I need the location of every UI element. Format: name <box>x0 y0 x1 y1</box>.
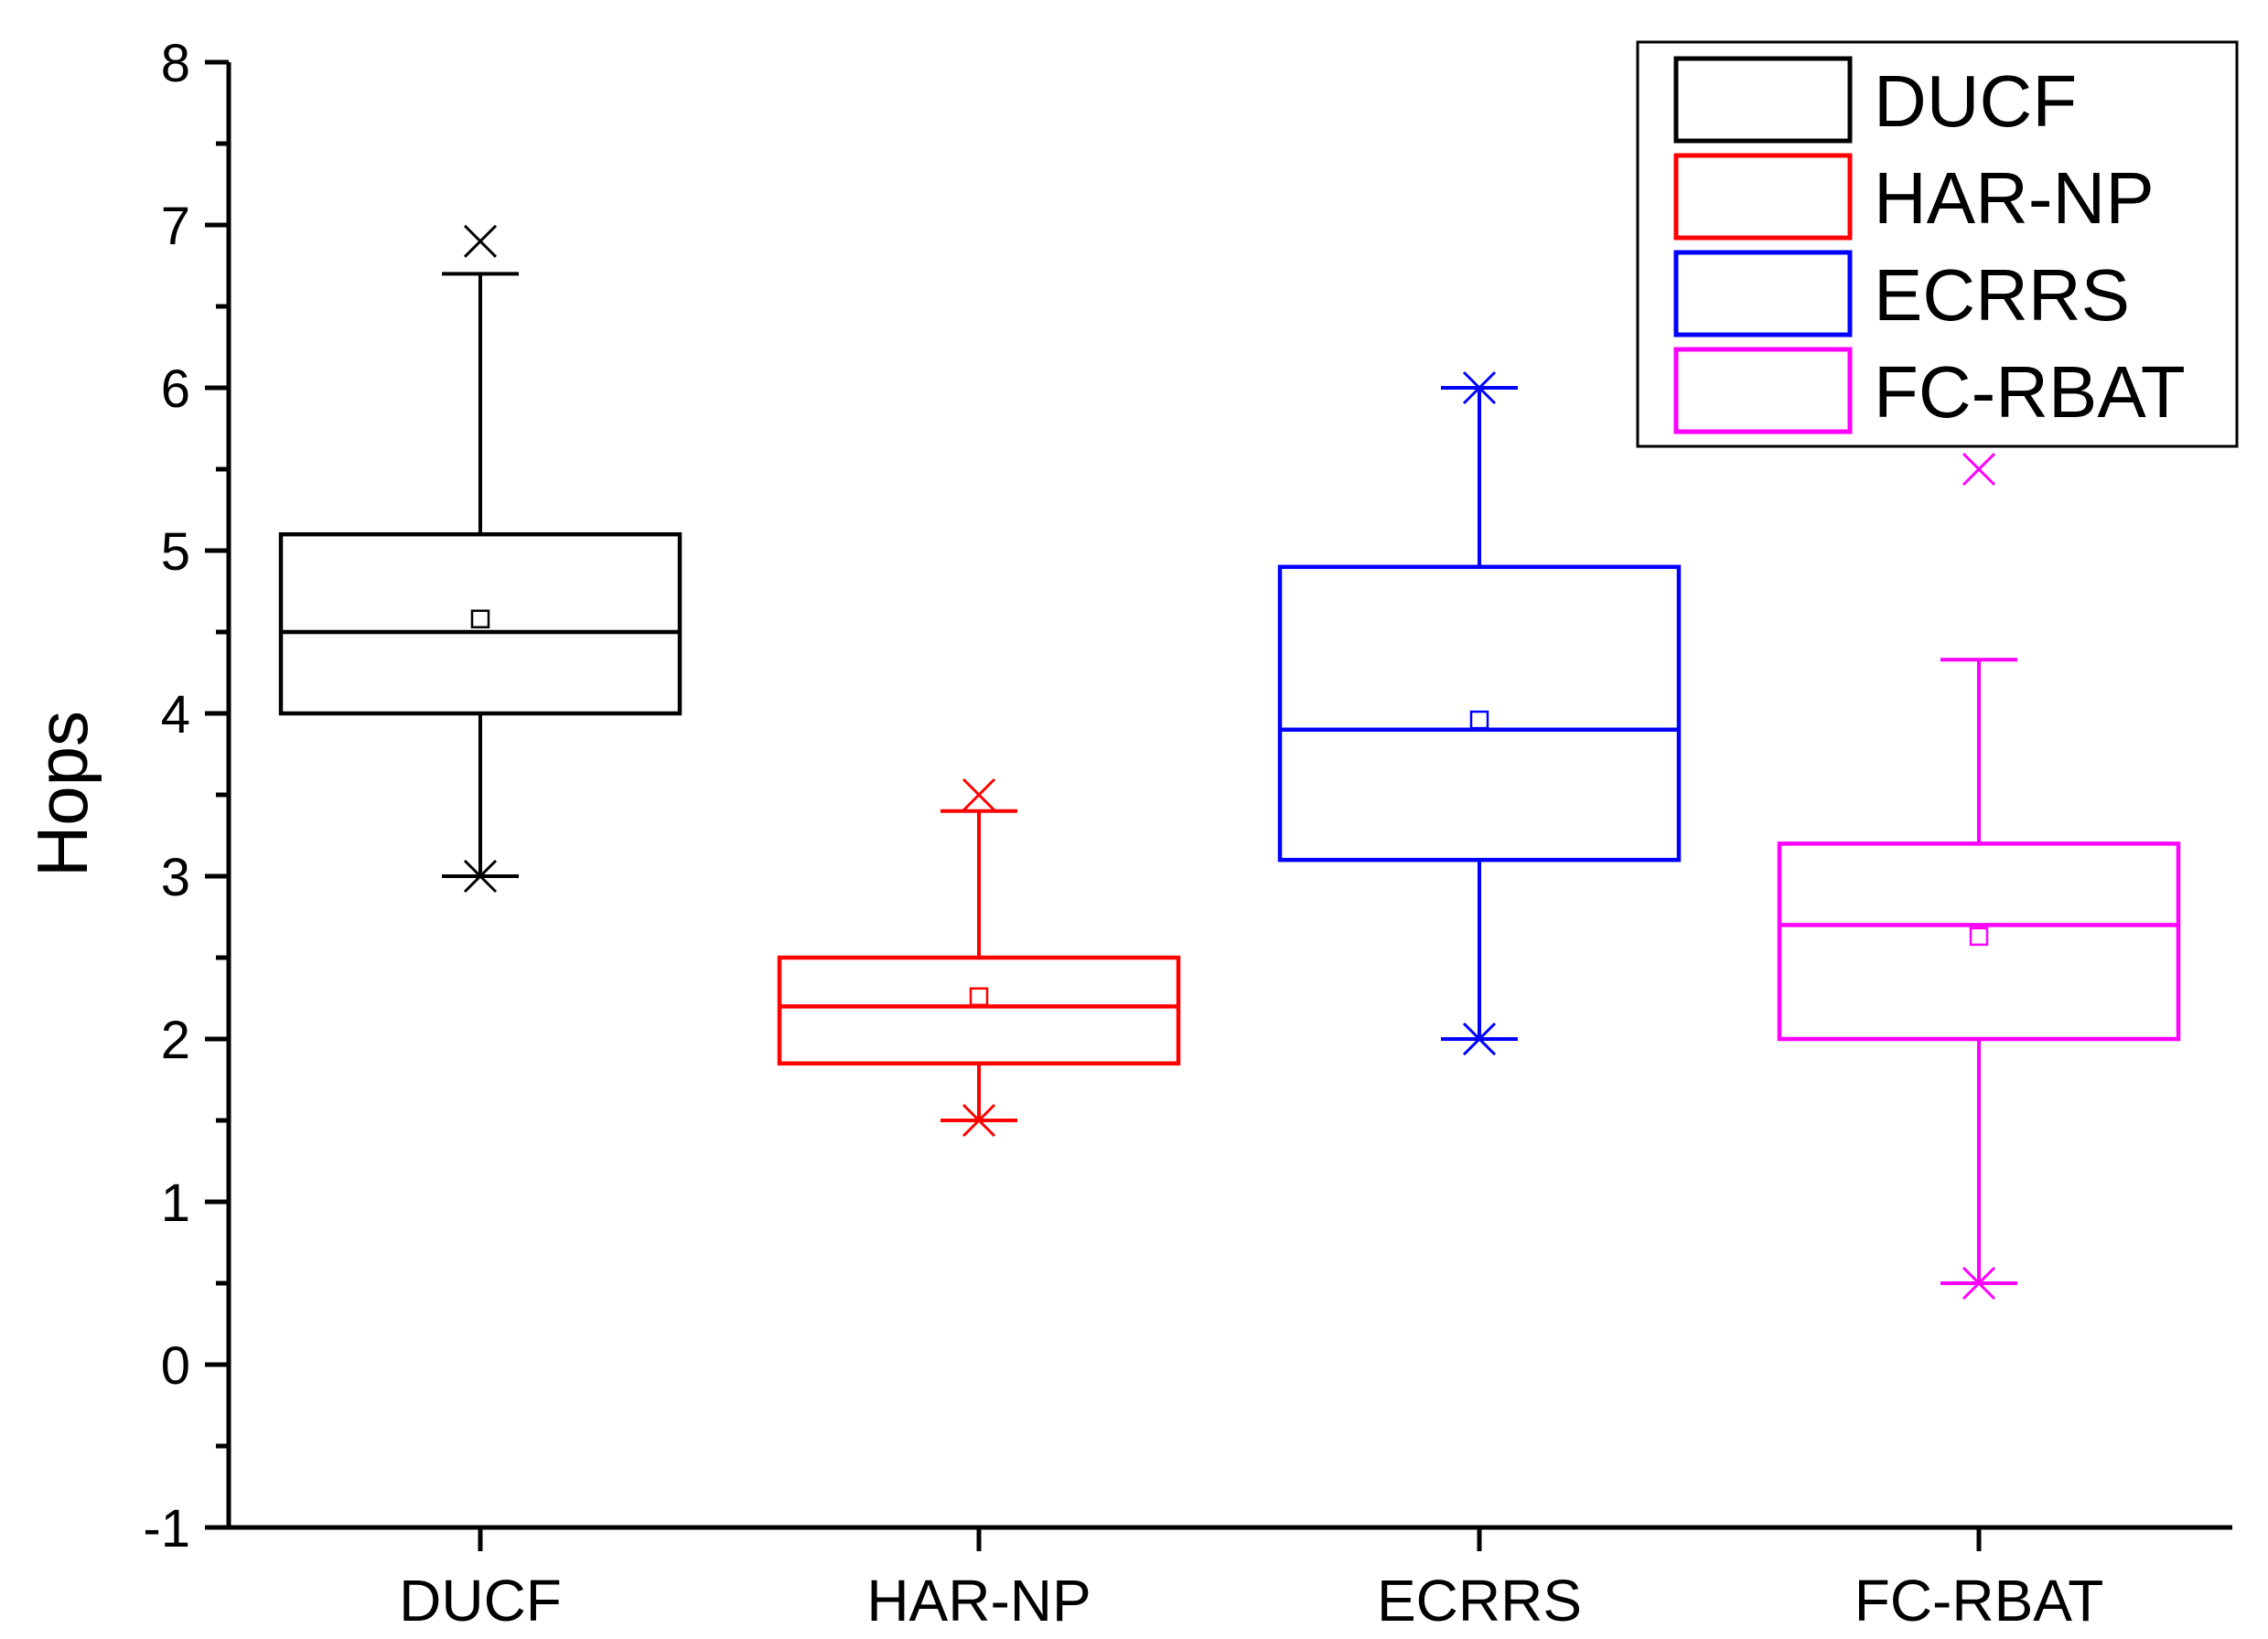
x-tick-label: DUCF <box>399 1568 562 1634</box>
y-tick-label: 6 <box>161 359 190 419</box>
mean-marker <box>470 609 490 629</box>
box-har-np <box>777 777 1181 1138</box>
min-marker <box>1462 1022 1497 1056</box>
box-iqr <box>1277 564 1682 862</box>
legend-swatch-fc-rbat <box>1673 347 1853 434</box>
mean-marker <box>1469 710 1489 730</box>
box-iqr <box>278 531 683 716</box>
y-tick-label: 8 <box>161 34 190 93</box>
y-tick-label: -1 <box>143 1499 190 1559</box>
box-ducf <box>278 224 683 894</box>
x-tick-label: HAR-NP <box>866 1568 1091 1634</box>
legend-frame <box>1636 40 2239 448</box>
legend-swatch-ducf <box>1673 56 1853 144</box>
max-marker <box>962 777 996 812</box>
x-tick-label: ECRRS <box>1377 1568 1582 1634</box>
y-tick-label: 1 <box>161 1173 190 1233</box>
y-tick-label: 4 <box>161 685 190 745</box>
mean-marker <box>1969 927 1989 947</box>
x-tick-label: FC-RBAT <box>1854 1568 2104 1634</box>
min-marker <box>463 859 498 894</box>
box-iqr <box>777 955 1181 1066</box>
y-tick-label: 2 <box>161 1011 190 1070</box>
mean-marker <box>969 987 989 1006</box>
boxes-group <box>278 224 2181 1301</box>
legend-label-ecrrs: ECRRS <box>1874 254 2130 336</box>
box-fc-rbat <box>1777 452 2181 1301</box>
y-tick-label: 7 <box>161 197 190 256</box>
y-tick-label: 0 <box>161 1336 190 1396</box>
max-marker <box>1462 370 1497 405</box>
legend: DUCF HAR-NP ECRRS FC-RBAT <box>1636 40 2239 448</box>
max-marker <box>463 224 498 258</box>
min-marker <box>1962 1266 1996 1301</box>
box-iqr <box>1777 841 2181 1042</box>
box-ecrrs <box>1277 370 1682 1056</box>
legend-swatch-ecrrs <box>1673 250 1853 337</box>
max-marker <box>1962 452 1996 487</box>
y-tick-label: 5 <box>161 522 190 582</box>
legend-label-ducf: DUCF <box>1874 60 2077 142</box>
min-marker <box>962 1103 996 1138</box>
legend-label-har-np: HAR-NP <box>1874 157 2155 239</box>
axes-group: -1 0 1 2 3 4 5 6 7 8 DUCF HAR-NP ECRRS FC-RBAT <box>143 34 2232 1634</box>
y-axis-title: Hops <box>22 711 102 877</box>
legend-swatch-har-np <box>1673 153 1853 241</box>
y-tick-label: 3 <box>161 848 190 907</box>
legend-label-fc-rbat: FC-RBAT <box>1874 351 2186 433</box>
